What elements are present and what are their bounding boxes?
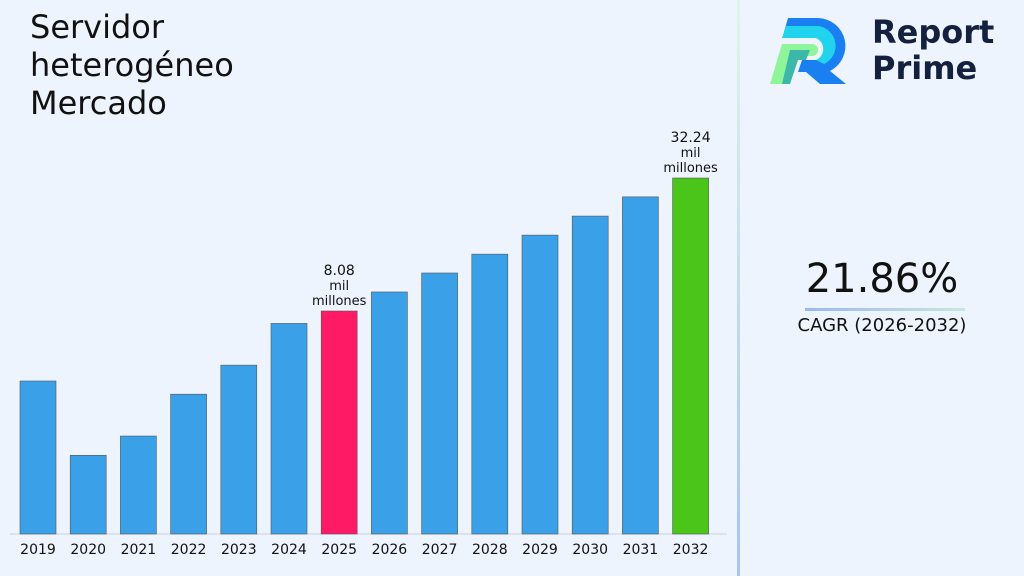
x-tick-label: 2029 (522, 542, 558, 558)
bar-2025 (320, 310, 358, 535)
x-tick-label: 2026 (372, 542, 408, 558)
bar-2019 (19, 380, 57, 535)
x-tick-label: 2023 (221, 542, 257, 558)
data-label: millones (312, 294, 367, 309)
data-label: millones (663, 161, 718, 176)
x-tick-label: 2030 (572, 542, 608, 558)
logo-text: Report Prime (872, 14, 994, 86)
bar-2022 (170, 393, 207, 535)
cagr-underline (805, 308, 965, 311)
bar-2032 (672, 177, 709, 535)
bar-2027 (421, 272, 458, 535)
bar-2029 (521, 234, 559, 535)
x-tick-label: 2028 (472, 542, 508, 558)
report-prime-logo-icon (770, 18, 846, 84)
cagr-label: CAGR (2026-2032) (797, 315, 967, 336)
data-label: 8.08 (324, 263, 355, 279)
x-tick-label: 2021 (121, 542, 157, 558)
bar-2031 (622, 196, 659, 535)
x-tick-label: 2022 (171, 542, 207, 558)
logo-line1: Report (872, 13, 995, 51)
data-label: mil (681, 146, 701, 161)
x-tick-label: 2025 (321, 542, 357, 558)
bar-2028 (471, 253, 509, 535)
x-tick-label: 2024 (271, 542, 307, 558)
bar-2023 (220, 364, 258, 535)
bar-2024 (270, 323, 308, 535)
x-tick-label: 2019 (20, 542, 56, 558)
x-tick-label: 2027 (422, 542, 458, 558)
bar-chart: 2019 2020 2021 2022 2023 2024 20258.08milmillo… (10, 130, 727, 558)
x-tick-label: 2031 (623, 542, 659, 558)
bar-2020 (69, 455, 107, 535)
bar-2026 (371, 291, 408, 535)
data-label: mil (329, 279, 349, 294)
divider (737, 0, 740, 576)
x-tick-label: 2032 (673, 542, 709, 558)
cagr-value: 21.86% (805, 256, 959, 302)
bar-2030 (571, 215, 609, 535)
chart-title: Servidor heterogéneo Mercado (30, 8, 234, 122)
logo-line2: Prime (872, 49, 978, 87)
x-tick-label: 2020 (70, 542, 106, 558)
data-label: 32.24 (671, 130, 711, 146)
bar-2021 (120, 435, 157, 535)
